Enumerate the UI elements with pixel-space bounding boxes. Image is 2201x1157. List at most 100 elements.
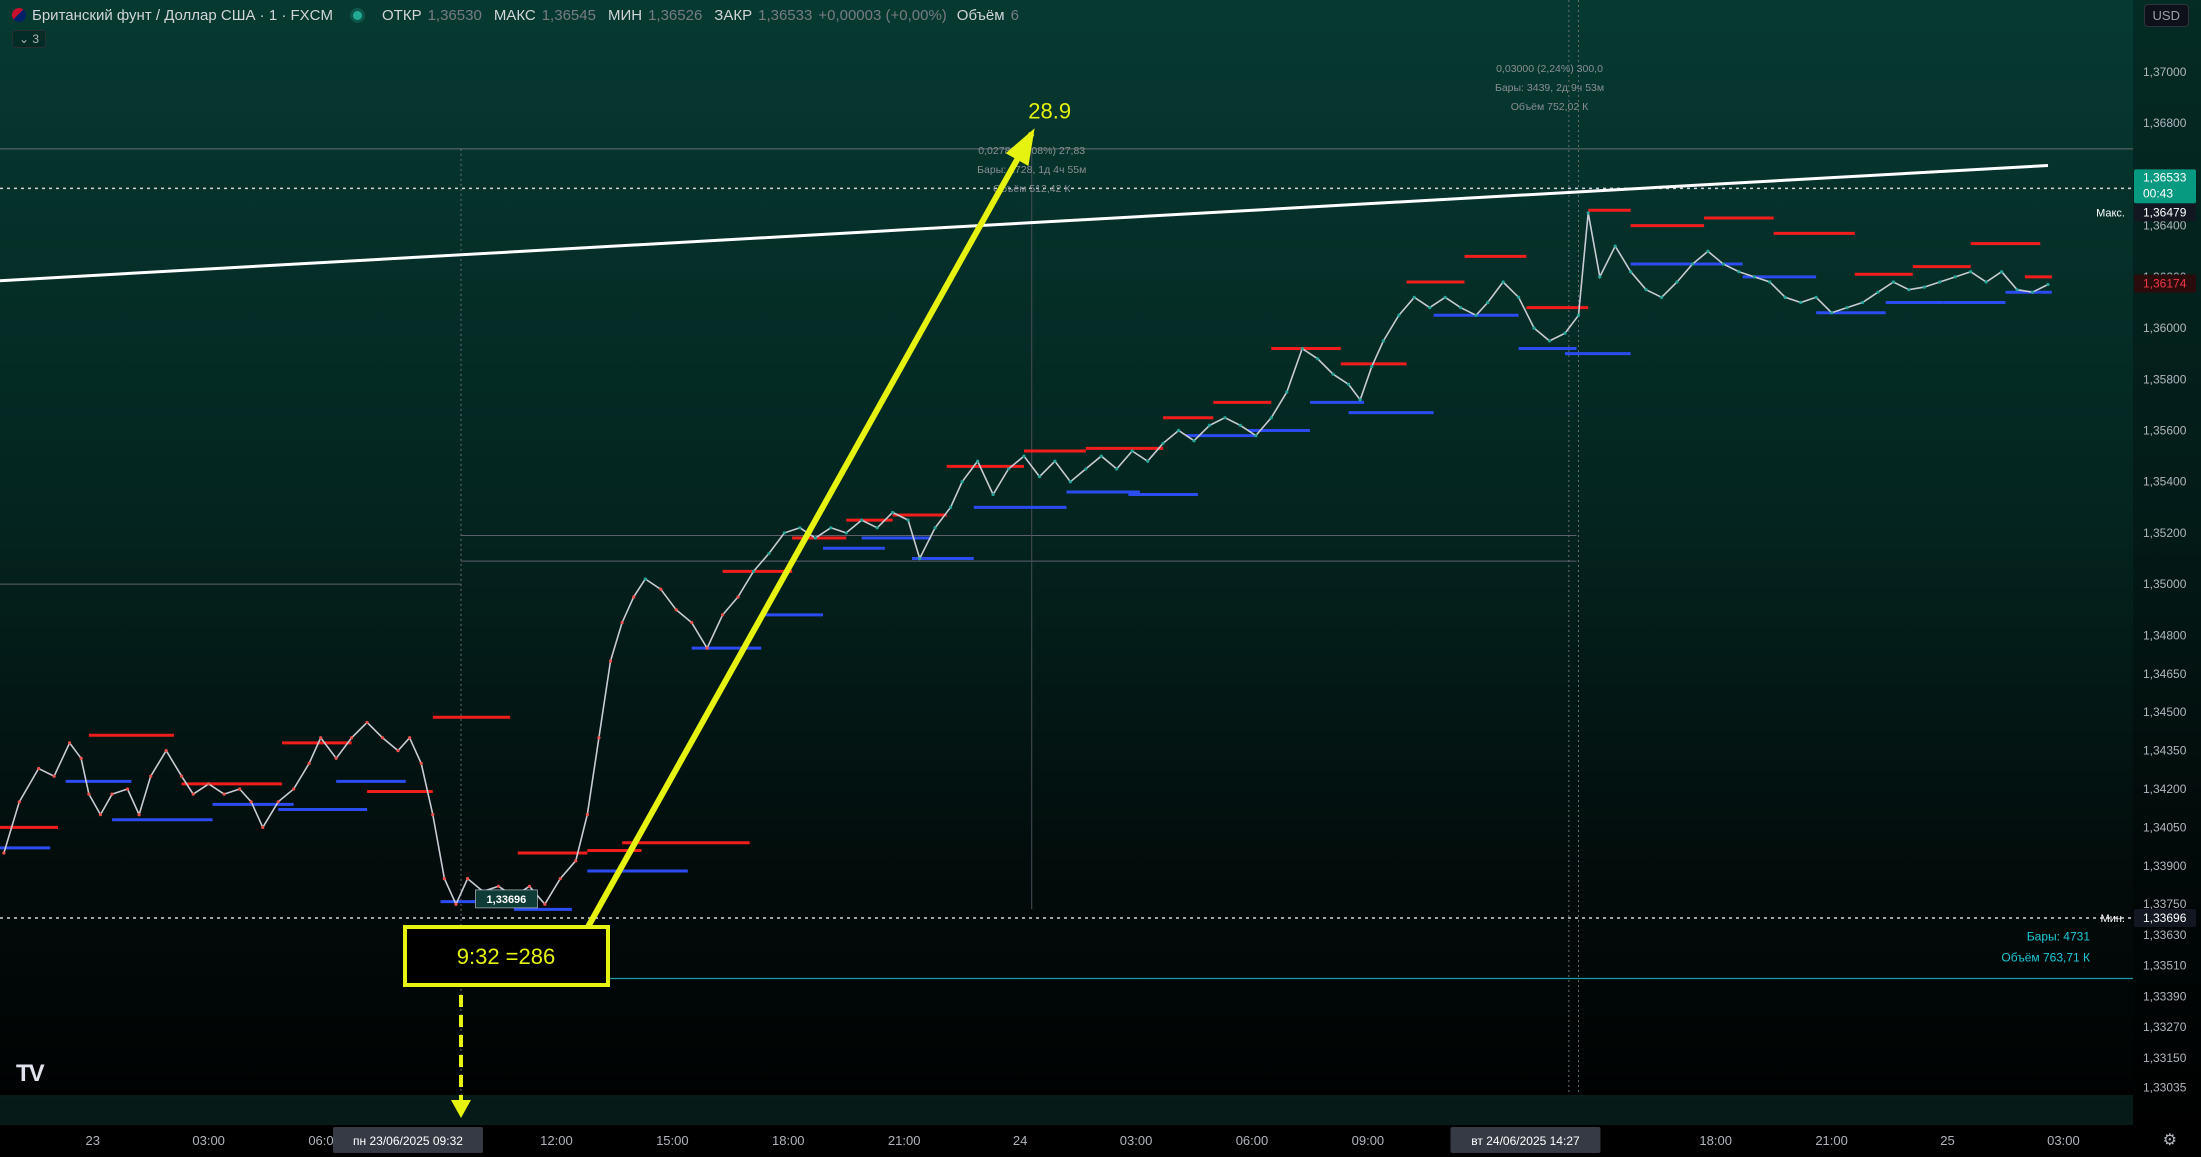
market-status-icon — [353, 10, 362, 20]
price-point — [1176, 428, 1181, 433]
currency-button[interactable]: USD — [2143, 4, 2189, 27]
price-point — [736, 595, 740, 599]
time-tick-label: 18:00 — [1699, 1133, 1732, 1148]
price-point — [37, 766, 41, 771]
price-point — [1161, 441, 1165, 445]
countdown-tag: 00:43 — [2143, 186, 2173, 200]
price-point — [442, 877, 446, 881]
price-tick-label: 1,35600 — [2143, 424, 2187, 438]
measure-info-text: Объём 512,42 К — [993, 183, 1071, 195]
price-point — [1598, 275, 1602, 279]
price-point — [1443, 295, 1447, 299]
price-point — [249, 800, 253, 804]
price-point — [1285, 390, 1289, 394]
price-point — [1969, 270, 1973, 274]
settings-gear-icon[interactable]: ⚙ — [2162, 1132, 2177, 1149]
price-point — [407, 736, 412, 740]
price-point — [608, 659, 613, 663]
price-point — [1860, 300, 1865, 305]
price-point — [2015, 288, 2019, 292]
price-series-line — [3, 212, 2049, 907]
price-tick-label: 1,34350 — [2143, 744, 2187, 758]
price-point — [419, 761, 423, 765]
secondary-price-tag-bg — [2134, 274, 2196, 293]
price-point — [1486, 300, 1490, 305]
time-tick-label: 24 — [1013, 1133, 1027, 1148]
price-point — [137, 813, 141, 817]
price-point — [1659, 295, 1664, 299]
price-point — [1037, 474, 1042, 479]
price-point — [1346, 382, 1351, 387]
price-point — [674, 608, 678, 612]
price-point — [1829, 311, 1834, 315]
time-box — [403, 925, 610, 987]
indicators-toggle[interactable]: ⌄ 3 — [12, 30, 47, 48]
price-point — [222, 792, 226, 796]
volume-label: Объём — [956, 6, 1005, 24]
price-point — [690, 620, 694, 625]
price-tick-label: 1,36800 — [2143, 116, 2187, 130]
price-point — [237, 787, 242, 791]
min-price-tag-bg — [2134, 909, 2196, 928]
price-point — [396, 748, 400, 753]
price-point — [767, 551, 771, 556]
price-point — [1938, 280, 1942, 284]
price-point — [1532, 326, 1536, 330]
price-point — [1459, 305, 1463, 310]
arrow-label: 28.9 — [1028, 98, 1071, 123]
measure-info-text: 0,02783 (2,08%) 27,83 — [978, 145, 1085, 157]
price-point — [1953, 275, 1957, 279]
time-tick-label: 21:00 — [1815, 1133, 1848, 1148]
price-tick-label: 1,33750 — [2143, 897, 2187, 911]
price-point — [87, 792, 91, 796]
high-label: МАКС — [493, 6, 536, 24]
price-point — [860, 518, 864, 522]
price-point — [1300, 346, 1304, 351]
big-arrow-head — [1005, 128, 1035, 166]
price-point — [1238, 423, 1242, 427]
price-point — [1207, 423, 1212, 427]
price-point — [1022, 454, 1026, 458]
price-point — [1501, 280, 1505, 284]
price-point — [705, 646, 709, 650]
price-point — [164, 748, 168, 753]
time-tick-label: 18:00 — [772, 1133, 805, 1148]
price-tick-label: 1,33900 — [2143, 859, 2187, 873]
volume-pane-strip — [0, 1095, 2133, 1125]
price-point — [1053, 459, 1057, 463]
price-point — [1269, 416, 1273, 420]
volume-value: 6 — [1010, 6, 1019, 24]
price-tick-label: 1,33510 — [2143, 959, 2187, 973]
min-label: Мин. — [2101, 913, 2125, 925]
price-point — [1381, 339, 1385, 343]
tradingview-logo-icon[interactable]: TV — [16, 1060, 45, 1087]
price-point — [110, 792, 114, 796]
measure2-info-text: 0,03000 (2,24%) 300,0 — [1496, 63, 1603, 75]
price-point — [98, 813, 103, 817]
price-point — [1547, 339, 1552, 343]
max-label: Макс. — [2096, 207, 2125, 219]
price-point — [976, 459, 980, 463]
price-point — [1068, 480, 1072, 484]
price-tick-label: 1,36400 — [2143, 219, 2187, 233]
price-point — [844, 531, 848, 535]
current-price-tag-bg — [2134, 169, 2196, 204]
price-point — [918, 556, 922, 561]
time-tick-label: 06:00 — [1236, 1133, 1269, 1148]
change-value: +0,00003 (+0,00%) — [818, 6, 947, 24]
time-tick-label: 09:00 — [1352, 1133, 1385, 1148]
price-point — [643, 577, 647, 581]
price-tick-label: 1,33035 — [2143, 1080, 2187, 1094]
price-point — [543, 902, 547, 906]
teal-info-text: Бары: 4731 — [2027, 929, 2091, 943]
price-point — [574, 859, 578, 863]
price-point — [933, 526, 937, 530]
price-point — [1370, 364, 1374, 369]
measure-info-text: Бары: 1728, 1д 4ч 55м — [977, 164, 1086, 176]
symbol-title[interactable]: Британский фунт / Доллар США · 1 · FXCM — [32, 6, 333, 24]
price-point — [1084, 467, 1088, 471]
max-price-tag: 1,36479 — [2143, 205, 2187, 219]
price-point — [1192, 439, 1196, 443]
price-point — [632, 595, 636, 599]
